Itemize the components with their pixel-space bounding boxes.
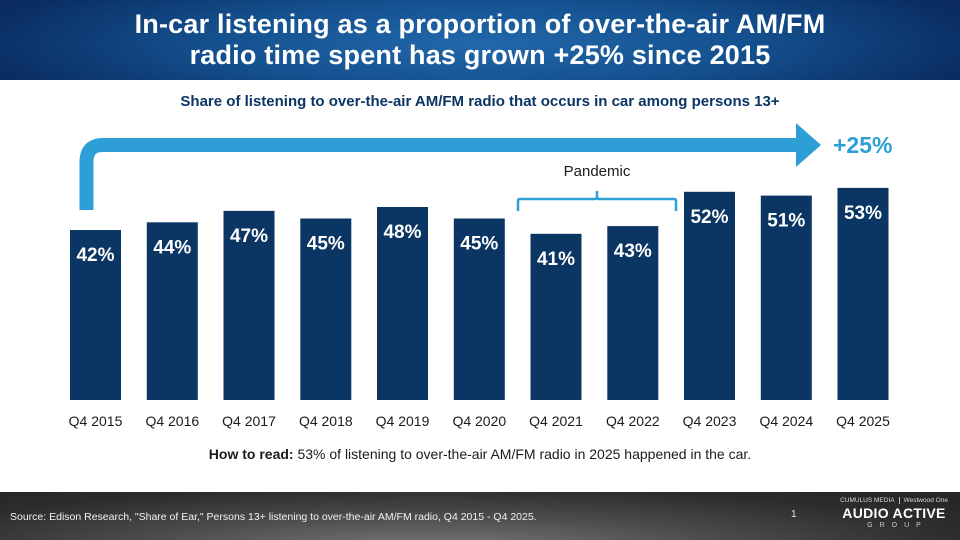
source-citation: Source: Edison Research, "Share of Ear,"… — [10, 511, 537, 523]
bar-value-label: 45% — [307, 234, 345, 255]
bar-value-label: 51% — [767, 211, 805, 232]
page-number: 1 — [791, 509, 797, 520]
bar-value-label: 52% — [690, 207, 728, 228]
bar-q4-2018 — [300, 218, 352, 400]
growth-arrow — [79, 138, 798, 210]
x-axis-tick-label: Q4 2020 — [452, 413, 506, 429]
bar-value-label: 42% — [76, 245, 114, 266]
bar-q4-2023 — [684, 191, 735, 400]
bar-q4-2015 — [70, 230, 121, 400]
cumulus-media-logo: CUMULUS MEDIA — [840, 497, 895, 504]
bar-q4-2022 — [607, 226, 659, 400]
bar-q4-2017 — [223, 210, 275, 400]
bar-value-label: 41% — [537, 249, 575, 270]
audio-active-group-logo: CUMULUS MEDIA Westwood One AUDIO ACTIVE … — [838, 497, 950, 530]
x-axis-tick-label: Q4 2018 — [299, 413, 353, 429]
bar-value-label: 48% — [383, 222, 421, 243]
x-axis-tick-label: Q4 2025 — [836, 413, 890, 429]
logo-group: GROUP — [867, 522, 928, 529]
x-axis-tick-label: Q4 2023 — [683, 413, 737, 429]
pandemic-bracket — [516, 191, 678, 211]
chart-subtitle: Share of listening to over-the-air AM/FM… — [180, 93, 780, 110]
x-axis-tick-labels: Q4 2015 Q4 2016 Q4 2017 Q4 2018 Q4 2019 Q4 20… — [69, 413, 890, 429]
bar-q4-2016 — [146, 222, 198, 400]
bar-q4-2024 — [760, 195, 812, 400]
how-to-read-text: 53% of listening to over-the-air AM/FM r… — [293, 446, 752, 462]
logo-divider — [898, 497, 900, 504]
westwood-one-logo: Westwood One — [903, 497, 948, 504]
x-axis-tick-label: Q4 2016 — [145, 413, 199, 429]
bar-q4-2019 — [377, 207, 428, 400]
x-axis-tick-label: Q4 2021 — [529, 413, 583, 429]
how-to-read-label: How to read: — [208, 446, 294, 462]
bar-value-label: 47% — [230, 226, 268, 247]
bar-value-label: 43% — [614, 241, 652, 262]
bar-value-labels: 42% 44% 47% 45% 48% 45% 41% 43% 52% 51% 53% — [76, 203, 882, 270]
bars — [70, 187, 889, 400]
title-banner: In-car listening as a proportion of over… — [0, 0, 960, 80]
x-axis-tick-label: Q4 2017 — [222, 413, 276, 429]
x-axis-tick-label: Q4 2024 — [759, 413, 813, 429]
footer: Source: Edison Research, "Share of Ear,"… — [0, 492, 960, 540]
x-axis-tick-label: Q4 2022 — [606, 413, 660, 429]
page-title-line-2: radio time spent has grown +25% since 20… — [189, 40, 771, 70]
logo-brand: AUDIO ACTIVE — [842, 505, 946, 521]
growth-arrow-head — [796, 123, 821, 167]
how-to-read-note: How to read: 53% of listening to over-th… — [0, 446, 960, 462]
x-axis-tick-label: Q4 2015 — [69, 413, 123, 429]
growth-label: +25% — [833, 132, 892, 158]
pandemic-label: Pandemic — [564, 163, 631, 180]
x-axis-tick-label: Q4 2019 — [376, 413, 430, 429]
bar-value-label: 44% — [153, 237, 191, 258]
page-title-line-1: In-car listening as a proportion of over… — [134, 9, 826, 39]
partner-logos: CUMULUS MEDIA Westwood One — [838, 497, 950, 504]
bar-q4-2021 — [530, 233, 582, 400]
bar-q4-2020 — [453, 218, 505, 400]
bar-value-label: 53% — [844, 203, 882, 224]
bar-q4-2025 — [837, 187, 889, 400]
bar-value-label: 45% — [460, 234, 498, 255]
